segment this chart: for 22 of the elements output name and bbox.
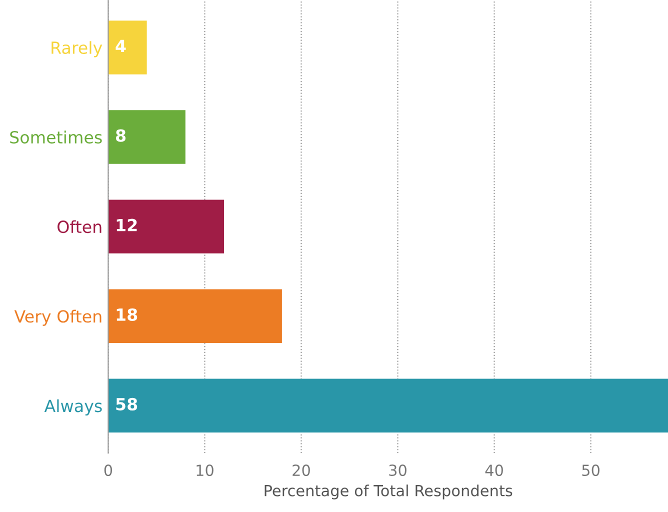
x-tick-label: 50: [582, 464, 600, 476]
data-label: 12: [116, 218, 137, 232]
data-label: 18: [116, 308, 138, 321]
bar: [108, 20, 147, 74]
bar: [108, 378, 668, 433]
data-label: 8: [116, 129, 126, 142]
x-axis-title: Percentage of Total Respondents: [264, 484, 512, 500]
bar: [108, 289, 282, 343]
data-label: 58: [116, 398, 138, 410]
bar: [108, 110, 186, 164]
x-tick-label: 30: [389, 464, 406, 476]
y-tick-label: Very Often: [14, 310, 102, 326]
data-label: 4: [116, 40, 126, 52]
y-tick-label: Sometimes: [10, 130, 102, 144]
x-tick-label: 0: [104, 464, 112, 476]
x-tick-label: 40: [485, 464, 503, 476]
bar: [108, 200, 224, 254]
y-tick-label: Rarely: [52, 41, 102, 58]
y-tick-label: Often: [58, 220, 102, 234]
x-tick-label: 20: [292, 464, 310, 476]
x-tick-label: 10: [196, 464, 214, 476]
y-tick-label: Always: [44, 399, 102, 416]
